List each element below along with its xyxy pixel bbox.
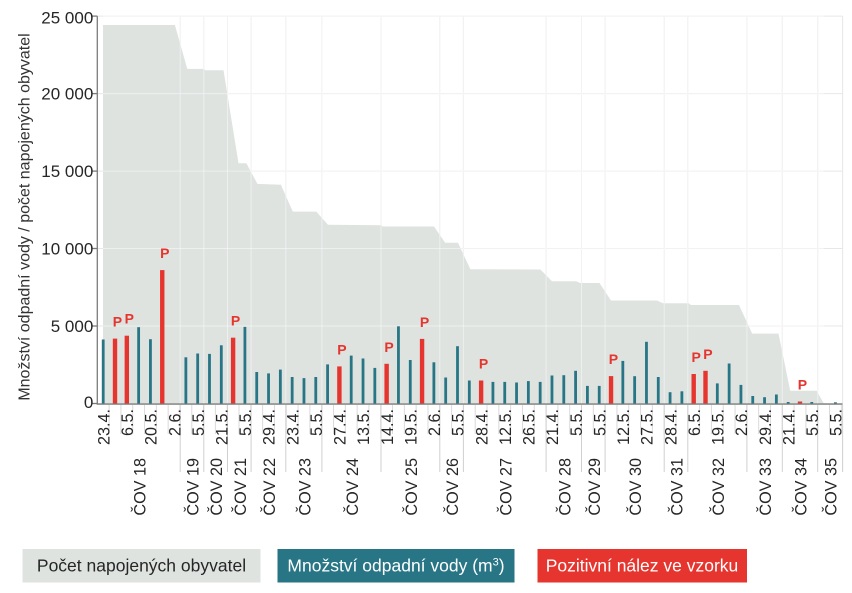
svg-text:23.4.: 23.4. (284, 409, 302, 445)
svg-text:27.4.: 27.4. (332, 409, 350, 445)
svg-text:ČOV 33: ČOV 33 (756, 458, 775, 516)
svg-text:Pozitivní nález ve vzorku: Pozitivní nález ve vzorku (546, 556, 739, 576)
svg-text:25 000: 25 000 (41, 9, 93, 28)
svg-text:P: P (125, 311, 134, 327)
svg-text:5.5.: 5.5. (450, 409, 468, 436)
svg-text:P: P (337, 341, 346, 357)
svg-text:P: P (798, 377, 807, 393)
svg-text:2.6.: 2.6. (166, 409, 184, 436)
svg-text:26.5.: 26.5. (521, 409, 539, 445)
svg-text:ČOV 19: ČOV 19 (184, 458, 203, 516)
svg-text:ČOV 24: ČOV 24 (343, 458, 362, 516)
svg-text:6.5.: 6.5. (119, 409, 137, 436)
svg-text:10 000: 10 000 (41, 240, 93, 259)
svg-text:ČOV 23: ČOV 23 (295, 458, 314, 516)
svg-text:ČOV 18: ČOV 18 (130, 458, 149, 516)
svg-text:ČOV 29: ČOV 29 (585, 458, 604, 516)
svg-text:12.5.: 12.5. (497, 409, 515, 445)
svg-text:29.4.: 29.4. (261, 409, 279, 445)
svg-text:ČOV 21: ČOV 21 (231, 458, 250, 516)
svg-text:Množství odpadní vody (m3): Množství odpadní vody (m3) (287, 556, 504, 576)
svg-text:6.5.: 6.5. (686, 409, 704, 436)
svg-text:21.5.: 21.5. (214, 409, 232, 445)
svg-text:Množství odpadní vody / počet: Množství odpadní vody / počet napojených… (17, 33, 34, 400)
svg-text:20 000: 20 000 (41, 85, 93, 104)
svg-text:ČOV 35: ČOV 35 (822, 458, 841, 516)
svg-text:ČOV 20: ČOV 20 (207, 458, 226, 516)
svg-text:2.6.: 2.6. (426, 409, 444, 436)
svg-text:ČOV 22: ČOV 22 (260, 458, 279, 516)
svg-text:ČOV 26: ČOV 26 (443, 458, 462, 516)
svg-text:5.5.: 5.5. (568, 409, 586, 436)
svg-text:5 000: 5 000 (51, 317, 94, 336)
svg-text:ČOV 27: ČOV 27 (496, 458, 515, 516)
svg-text:5.5.: 5.5. (591, 409, 609, 436)
svg-text:P: P (420, 314, 429, 330)
svg-text:5.5.: 5.5. (237, 409, 255, 436)
svg-text:20.5.: 20.5. (143, 409, 161, 445)
svg-text:29.4.: 29.4. (757, 409, 775, 445)
svg-text:P: P (703, 346, 712, 362)
svg-text:19.5.: 19.5. (710, 409, 728, 445)
svg-text:5.5.: 5.5. (308, 409, 326, 436)
svg-text:12.5.: 12.5. (615, 409, 633, 445)
svg-text:2.6.: 2.6. (733, 409, 751, 436)
svg-text:21.4.: 21.4. (544, 409, 562, 445)
svg-text:13.5.: 13.5. (355, 409, 373, 445)
svg-text:P: P (160, 245, 169, 261)
svg-text:ČOV 34: ČOV 34 (792, 458, 811, 516)
svg-text:5.5.: 5.5. (828, 409, 846, 436)
svg-text:23.4.: 23.4. (95, 409, 113, 445)
svg-text:P: P (113, 314, 122, 330)
svg-text:ČOV 31: ČOV 31 (668, 458, 687, 516)
svg-text:ČOV 32: ČOV 32 (709, 458, 728, 516)
svg-text:27.5.: 27.5. (639, 409, 657, 445)
svg-text:21.4.: 21.4. (780, 409, 798, 445)
svg-text:5.5.: 5.5. (804, 409, 822, 436)
svg-text:0: 0 (84, 393, 93, 412)
svg-text:19.5.: 19.5. (403, 409, 421, 445)
svg-text:15 000: 15 000 (41, 162, 93, 181)
svg-text:ČOV 30: ČOV 30 (626, 458, 645, 516)
svg-text:ČOV 25: ČOV 25 (402, 458, 421, 516)
svg-text:5.5.: 5.5. (190, 409, 208, 436)
svg-text:28.4.: 28.4. (473, 409, 491, 445)
svg-text:P: P (692, 349, 701, 365)
svg-text:P: P (609, 351, 618, 367)
svg-text:P: P (479, 356, 488, 372)
svg-text:P: P (384, 339, 393, 355)
svg-text:ČOV 28: ČOV 28 (555, 458, 574, 516)
svg-text:Počet napojených obyvatel: Počet napojených obyvatel (37, 556, 246, 576)
svg-text:28.4.: 28.4. (662, 409, 680, 445)
svg-text:P: P (231, 313, 240, 329)
svg-text:14.4.: 14.4. (379, 409, 397, 445)
